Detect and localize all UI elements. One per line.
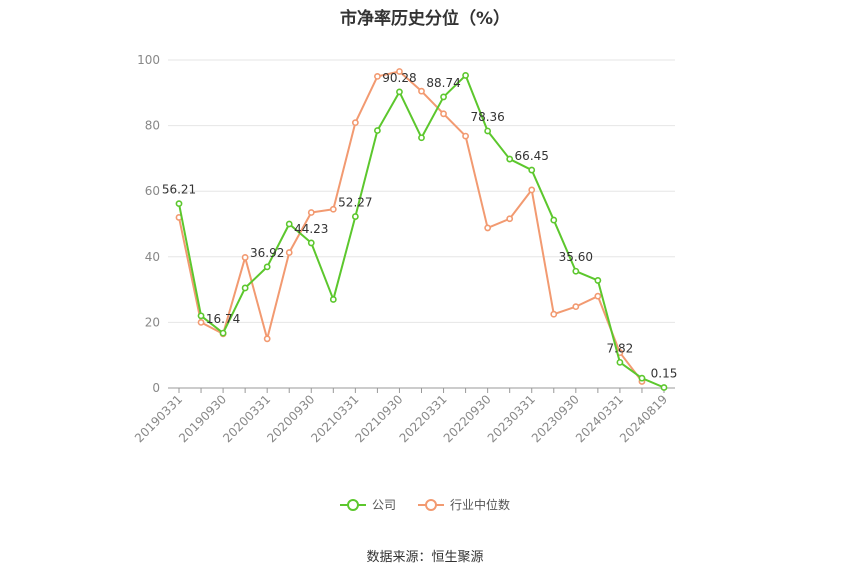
legend-label-company: 公司 bbox=[371, 498, 396, 512]
data-point-industry-median bbox=[396, 68, 403, 75]
data-labels: 56.21 16.74 36.92 44.23 52.27 90.28 88.74 78.36… bbox=[162, 71, 678, 381]
data-point-industry-median bbox=[506, 215, 514, 223]
data-point-company bbox=[462, 72, 469, 79]
y-axis: 0 20 40 60 80 100 bbox=[137, 53, 160, 395]
data-point-company bbox=[307, 239, 315, 247]
data-point-company bbox=[484, 127, 492, 135]
y-tick-label: 80 bbox=[145, 119, 160, 133]
data-point-company bbox=[550, 216, 558, 224]
data-label: 90.28 bbox=[382, 71, 416, 85]
data-point-company bbox=[638, 374, 646, 382]
data-label: 44.23 bbox=[294, 222, 328, 236]
line-chart: 0 20 40 60 80 100 201903312019093020200331202… bbox=[132, 53, 678, 445]
data-point-industry-median bbox=[462, 132, 469, 140]
x-axis: 2019033120190930202003312020093020210331… bbox=[132, 387, 675, 445]
grid-lines bbox=[168, 59, 675, 323]
data-point-company bbox=[616, 358, 624, 366]
data-point-industry-median bbox=[351, 119, 359, 127]
legend-item-industry-median[interactable]: 行业中位数 bbox=[418, 496, 510, 513]
data-point-company bbox=[374, 127, 381, 134]
series-line-company bbox=[178, 74, 665, 389]
data-point-industry-median bbox=[528, 186, 536, 194]
data-point-industry-median bbox=[197, 318, 205, 326]
data-point-company bbox=[528, 166, 536, 174]
data-point-company bbox=[175, 200, 183, 208]
data-point-industry-median bbox=[263, 335, 271, 343]
data-point-industry-median bbox=[572, 303, 580, 311]
series-line-industry-median bbox=[178, 70, 643, 383]
y-tick-label: 60 bbox=[145, 184, 160, 198]
data-point-company bbox=[263, 263, 271, 271]
data-point-industry-median bbox=[594, 292, 602, 300]
legend-label-industry-median: 行业中位数 bbox=[450, 498, 511, 512]
legend-marker-industry-median-icon bbox=[418, 498, 444, 511]
data-point-company bbox=[572, 267, 580, 275]
data-point-industry-median bbox=[374, 73, 381, 80]
series-lines bbox=[175, 68, 668, 391]
data-label: 16.74 bbox=[206, 312, 240, 326]
data-point-company bbox=[351, 213, 359, 220]
legend-item-company[interactable]: 公司 bbox=[339, 496, 396, 513]
data-label: 0.15 bbox=[651, 367, 678, 381]
data-point-industry-median bbox=[550, 310, 558, 318]
data-point-company bbox=[440, 93, 447, 101]
data-point-industry-median bbox=[329, 205, 337, 213]
data-point-industry-median bbox=[307, 209, 315, 216]
y-tick-label: 20 bbox=[145, 315, 160, 329]
data-source: 数据来源：恒生聚源 bbox=[366, 550, 484, 565]
data-point-company bbox=[219, 329, 227, 337]
y-tick-label: 100 bbox=[137, 53, 160, 67]
data-label: 78.36 bbox=[470, 110, 504, 124]
data-label: 35.60 bbox=[559, 250, 593, 264]
data-point-company bbox=[329, 296, 337, 303]
data-point-company bbox=[660, 384, 668, 391]
data-point-company bbox=[594, 277, 602, 284]
data-point-company bbox=[241, 284, 249, 292]
data-point-industry-median bbox=[241, 254, 249, 261]
x-tick-label: 20240819 bbox=[617, 392, 670, 445]
y-tick-label: 0 bbox=[152, 381, 160, 395]
y-tick-label: 40 bbox=[145, 250, 160, 264]
data-label: 7.82 bbox=[607, 341, 634, 355]
data-point-industry-median bbox=[484, 224, 492, 232]
data-point-company bbox=[396, 88, 403, 96]
data-label: 52.27 bbox=[338, 196, 372, 210]
data-point-company bbox=[285, 220, 293, 228]
data-label: 66.45 bbox=[515, 149, 549, 163]
chart-title: 市净率历史分位（%） bbox=[339, 9, 511, 29]
data-point-company bbox=[506, 155, 514, 163]
data-label: 88.74 bbox=[426, 76, 460, 90]
data-point-company bbox=[197, 312, 205, 320]
data-point-company bbox=[418, 134, 425, 142]
data-point-industry-median bbox=[440, 110, 447, 118]
data-point-industry-median bbox=[285, 249, 293, 256]
legend: 公司 行业中位数 bbox=[0, 496, 850, 513]
data-point-industry-median bbox=[418, 87, 425, 95]
legend-marker-company-icon bbox=[339, 498, 366, 511]
data-label: 56.21 bbox=[162, 183, 196, 197]
data-label: 36.92 bbox=[250, 246, 284, 260]
